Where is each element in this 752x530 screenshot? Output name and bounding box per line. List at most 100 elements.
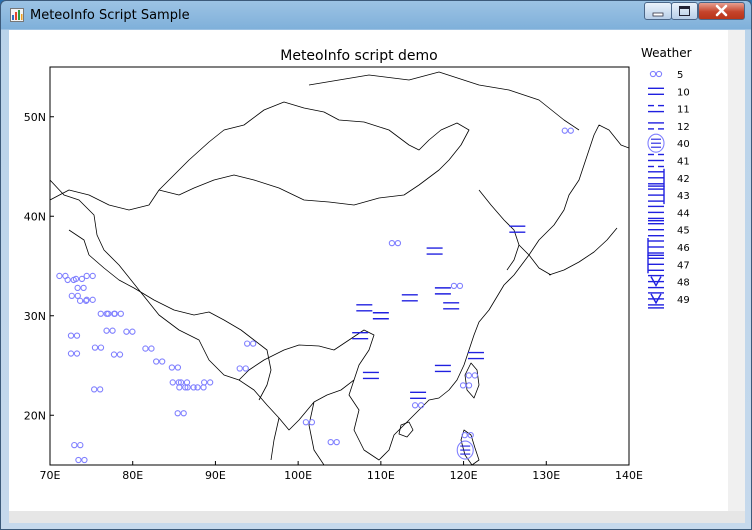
title-bar[interactable]: MeteoInfo Script Sample xyxy=(1,1,751,29)
fog-at-distance-icon xyxy=(647,133,665,153)
x-tick-label: 100E xyxy=(284,469,312,482)
fog-unchanged-sky-visible-icon xyxy=(648,205,664,220)
close-button[interactable] xyxy=(698,2,745,20)
korea-japan-coast xyxy=(478,189,618,276)
weather-station-symbol xyxy=(244,340,257,347)
legend: Weather 5 10 11 12 40 41 42 43 44 45 46 47 48 49 xyxy=(641,46,692,309)
map-frame-border xyxy=(49,66,630,466)
legend-item: 45 xyxy=(648,219,690,237)
legend-label: 46 xyxy=(677,243,690,254)
weather-station-symbol xyxy=(352,331,369,340)
fog-thickening-sky-visible-icon xyxy=(647,238,664,256)
y-tick-label: 50N xyxy=(24,111,46,124)
x-tick-label: 120E xyxy=(450,469,478,482)
taiwan-hainan-coast xyxy=(398,362,480,438)
weather-station-symbol xyxy=(184,384,197,391)
weather-station-symbol xyxy=(74,284,87,292)
minimize-icon xyxy=(652,12,664,17)
fog-unchanged-sky-invisible-icon xyxy=(648,219,664,237)
legend-label: 47 xyxy=(677,260,690,271)
weather-station-symbol xyxy=(465,372,478,379)
weather-station-symbol xyxy=(83,296,96,303)
fog-rime-sky-visible-icon xyxy=(648,274,664,289)
window-title: MeteoInfo Script Sample xyxy=(30,8,190,23)
window-bottom-strip xyxy=(9,511,745,523)
legend-label: 49 xyxy=(677,295,690,306)
legend-label: 43 xyxy=(677,191,690,202)
weather-station-symbol xyxy=(103,327,116,334)
weather-station-symbol xyxy=(434,287,451,295)
legend-label: 41 xyxy=(677,157,690,168)
weather-station-symbol xyxy=(443,302,460,310)
y-tick-label: 40N xyxy=(24,210,46,223)
fog-thinning-sky-visible-icon xyxy=(648,168,665,187)
weather-station-symbol xyxy=(302,419,316,426)
weather-station-symbol xyxy=(90,386,104,393)
weather-station-symbol xyxy=(459,382,473,389)
legend-label: 42 xyxy=(677,174,690,185)
weather-station-symbol xyxy=(201,379,214,386)
russia-northeast-coast xyxy=(308,71,580,131)
weather-station-symbol xyxy=(561,127,574,134)
legend-label: 45 xyxy=(677,226,690,237)
weather-station-symbol xyxy=(75,456,88,464)
legend-label: 44 xyxy=(677,208,690,219)
weather-station-symbol xyxy=(410,391,427,400)
x-tick-label: 70E xyxy=(40,469,61,482)
mongolia-border xyxy=(158,101,470,206)
fog-thinning-sky-invisible-icon xyxy=(648,185,665,205)
weather-station-symbol xyxy=(434,364,451,373)
map-title: MeteoInfo script demo xyxy=(280,48,437,64)
weather-station-symbol xyxy=(83,272,96,280)
weather-station-symbol xyxy=(236,365,249,372)
weather-station-symbol xyxy=(372,312,389,320)
haze-icon xyxy=(649,70,663,78)
maximize-icon xyxy=(679,6,690,16)
x-tick-label: 130E xyxy=(532,469,560,482)
legend-item: 11 xyxy=(648,105,690,116)
legend-item: 48 xyxy=(648,274,690,289)
central-asia-borders xyxy=(50,189,160,256)
legend-label: 40 xyxy=(677,139,690,150)
legend-item: 46 xyxy=(647,238,690,256)
legend-label: 11 xyxy=(677,105,690,116)
legend-item: 42 xyxy=(648,168,690,187)
x-tick-label: 140E xyxy=(615,469,643,482)
legend-item: 10 xyxy=(648,87,690,98)
x-tick-label: 110E xyxy=(367,469,395,482)
weather-station-symbol xyxy=(123,328,136,335)
mist-icon xyxy=(648,87,664,96)
maximize-button[interactable] xyxy=(671,2,698,20)
map-figure: MeteoInfo script demo 7 xyxy=(24,46,692,482)
weather-station-symbol xyxy=(456,440,474,460)
legend-label: 12 xyxy=(677,122,690,133)
y-tick-label: 30N xyxy=(24,310,46,323)
weather-observations xyxy=(56,127,574,464)
weather-station-symbol xyxy=(388,239,402,247)
weather-station-symbol xyxy=(71,441,84,449)
y-tick-label: 20N xyxy=(24,409,46,422)
coastline-boundaries xyxy=(50,124,629,461)
weather-station-symbol xyxy=(174,410,187,417)
legend-item: 12 xyxy=(648,122,690,133)
minimize-button[interactable] xyxy=(644,2,672,20)
weather-station-symbol xyxy=(105,310,118,317)
legend-item: 40 xyxy=(647,133,690,153)
meteoinfo-app-icon xyxy=(10,8,24,22)
fog-patches-icon xyxy=(648,153,664,168)
legend-title: Weather xyxy=(641,46,692,60)
y-axis: 20N 30N 40N 50N xyxy=(24,111,54,422)
weather-station-symbol xyxy=(97,310,110,317)
weather-station-symbol xyxy=(176,384,189,391)
x-axis: 70E 80E 90E 100E 110E 120E 130E 140E xyxy=(40,461,643,482)
x-tick-label: 80E xyxy=(122,469,143,482)
legend-item: 47 xyxy=(647,254,690,274)
weather-station-symbol xyxy=(327,438,340,446)
weather-station-symbol xyxy=(467,351,484,360)
weather-station-symbol xyxy=(362,371,379,380)
close-icon xyxy=(715,4,728,17)
southeast-asia-borders xyxy=(238,379,355,465)
window-side-strip xyxy=(728,30,745,512)
legend-item: 41 xyxy=(648,153,690,168)
